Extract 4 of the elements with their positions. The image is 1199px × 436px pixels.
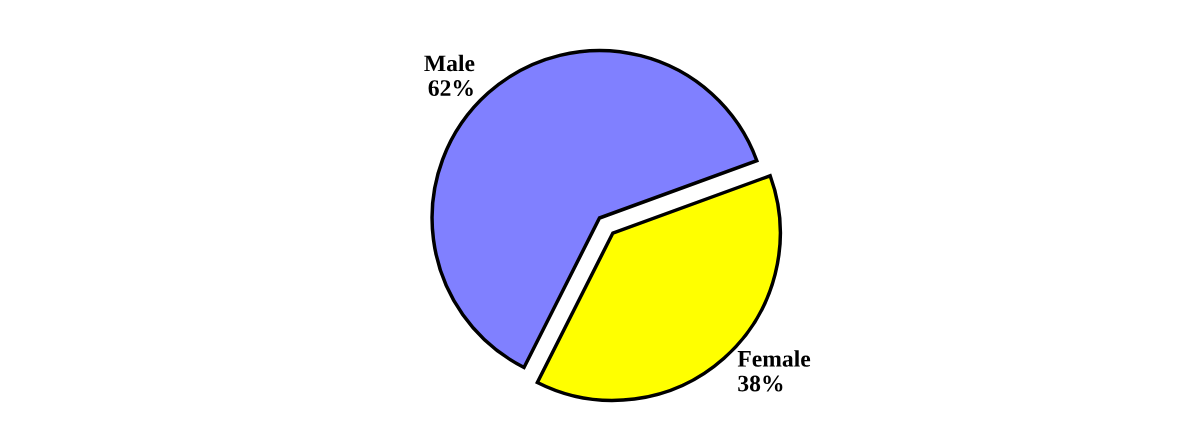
data-label: 62% <box>428 80 473 97</box>
slice-label: Female <box>737 350 811 367</box>
slice-label: Male <box>424 54 475 72</box>
data-label: 38% <box>738 375 783 392</box>
